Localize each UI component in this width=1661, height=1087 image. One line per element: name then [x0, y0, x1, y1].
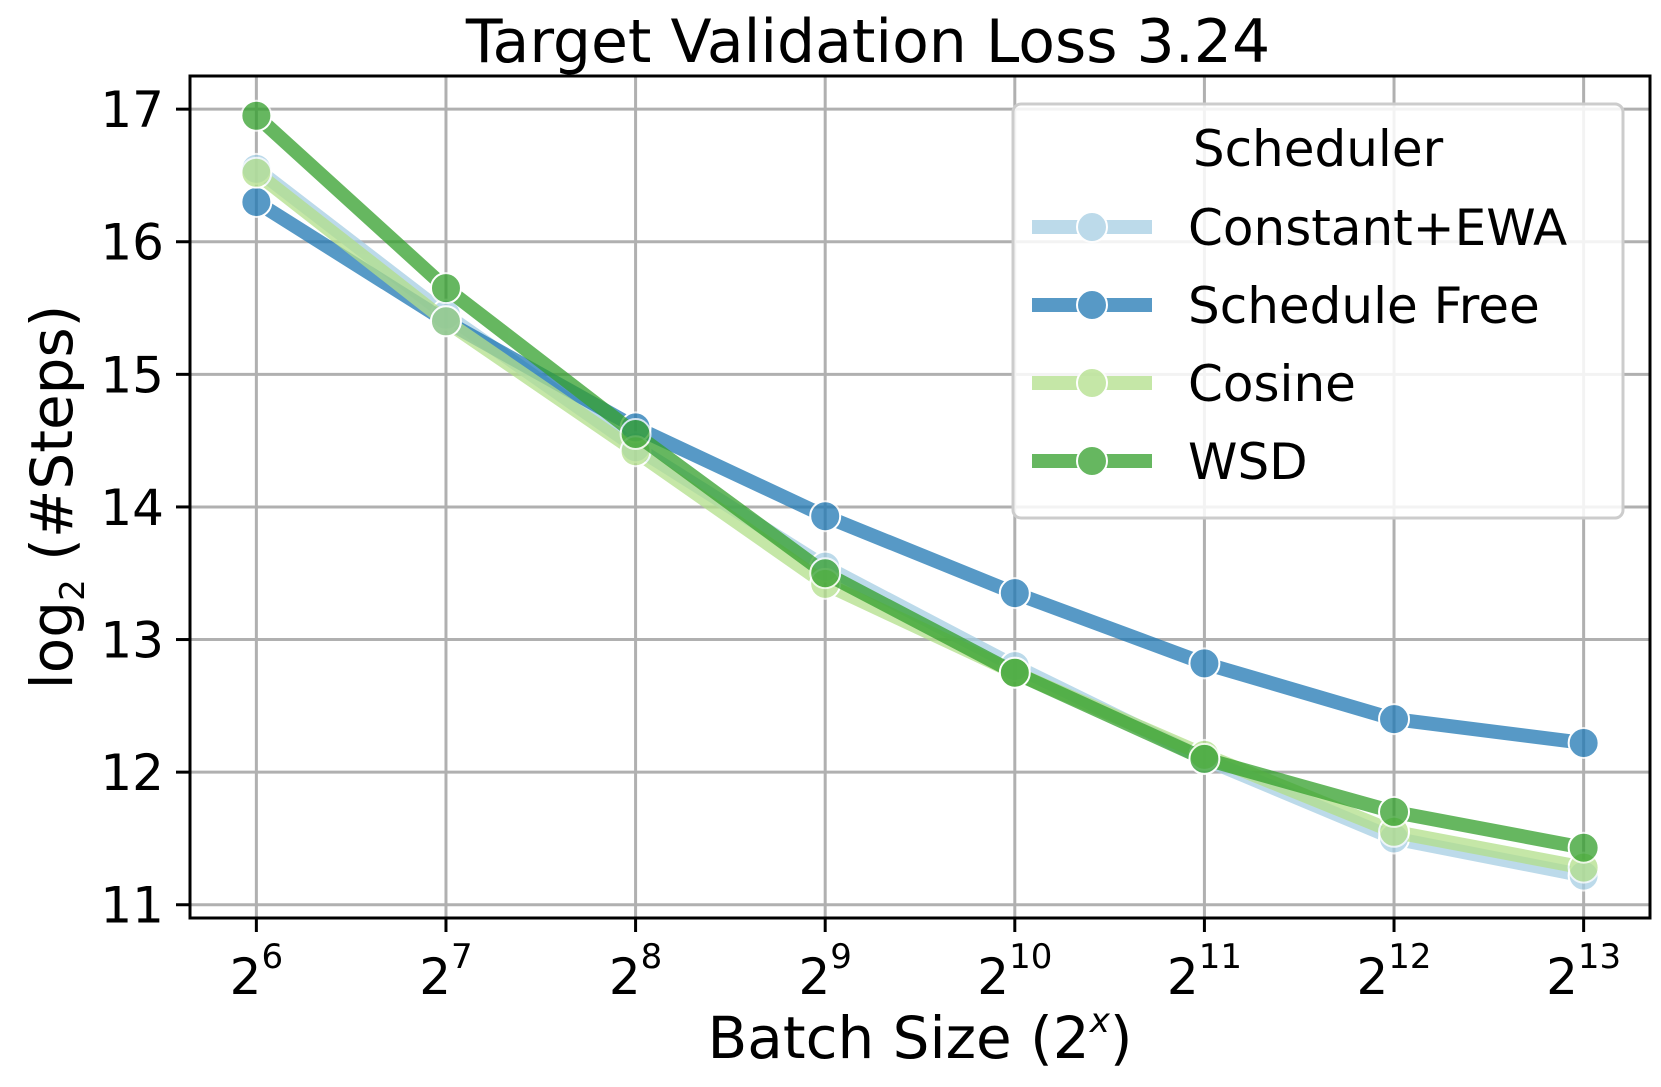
data-point-cosine	[240, 156, 273, 189]
x-tick-exponent: 12	[1388, 937, 1431, 977]
legend-swatch-marker	[1076, 445, 1108, 477]
x-tick-label: 27	[419, 937, 472, 1006]
x-tick-exponent: 7	[451, 937, 473, 977]
x-tick-label: 212	[1356, 937, 1431, 1006]
x-tick-base: 2	[1167, 948, 1199, 1006]
y-tick-label: 14	[100, 479, 164, 537]
x-tick-exponent: 6	[261, 937, 283, 977]
legend-item-cosine: Cosine	[1032, 355, 1356, 413]
x-axis-label-suffix: )	[1110, 1004, 1133, 1072]
legend-swatch-marker	[1076, 289, 1108, 321]
x-tick-base: 2	[977, 948, 1009, 1006]
y-tick-label: 13	[100, 612, 164, 670]
data-point-schedule-free	[998, 577, 1031, 610]
legend-swatch-marker	[1076, 367, 1108, 399]
series-wsd	[240, 99, 1600, 864]
legend-items: Constant+EWA Schedule Free Cosine WSD	[1032, 199, 1567, 491]
x-tick-exponent: 10	[1009, 937, 1052, 977]
data-point-cosine	[429, 305, 462, 338]
data-point-wsd	[1567, 831, 1600, 864]
data-point-wsd	[240, 99, 273, 132]
data-point-wsd	[619, 418, 652, 451]
data-point-wsd	[429, 272, 462, 305]
x-tick-base: 2	[798, 948, 830, 1006]
x-tick-label: 211	[1167, 937, 1242, 1006]
x-tick-label: 26	[230, 937, 283, 1006]
y-axis-label: log2 (#Steps)	[18, 305, 93, 690]
x-tick-exponent: 9	[830, 937, 852, 977]
x-tick-base: 2	[1546, 948, 1578, 1006]
x-tick-exponent: 13	[1578, 937, 1621, 977]
x-tick-label: 210	[977, 937, 1052, 1006]
series-line-wsd	[249, 108, 1591, 855]
legend-item-wsd: WSD	[1032, 433, 1308, 491]
y-tick-label: 11	[100, 877, 164, 935]
y-axis-label-suffix: (#Steps)	[18, 305, 86, 580]
x-tick-exponent: 8	[641, 937, 663, 977]
x-tick-base: 2	[1356, 948, 1388, 1006]
y-tick-label: 12	[100, 744, 164, 802]
chart-title: Target Validation Loss 3.24	[465, 7, 1270, 77]
x-tick-label: 29	[798, 937, 851, 1006]
legend-box	[1011, 102, 1625, 520]
legend-item-schedule-free: Schedule Free	[1032, 277, 1540, 335]
legend-swatch-marker	[1076, 211, 1108, 243]
x-tick-base: 2	[419, 948, 451, 1006]
legend-label-wsd: WSD	[1188, 433, 1308, 491]
data-point-wsd	[998, 656, 1031, 689]
data-point-schedule-free	[1378, 703, 1411, 736]
legend-label-schedule-free: Schedule Free	[1188, 277, 1540, 335]
legend-label-constant-ewa: Constant+EWA	[1188, 199, 1567, 257]
y-tick-label: 15	[100, 346, 164, 404]
x-tick-exponent: 11	[1199, 937, 1242, 977]
data-point-wsd	[1378, 795, 1411, 828]
series-layer	[240, 99, 1600, 892]
legend-swatch-wsd	[1032, 445, 1152, 477]
legend-title: Scheduler	[1193, 120, 1444, 178]
y-tick-label: 16	[100, 214, 164, 272]
legend: Scheduler Constant+EWA Schedule Free Cosin…	[1011, 102, 1625, 520]
x-axis-label: Batch Size (2x)	[708, 1001, 1133, 1072]
y-axis-label-main: log	[18, 601, 86, 689]
legend-swatch-cosine	[1032, 367, 1152, 399]
data-point-schedule-free	[1188, 647, 1221, 680]
y-axis-label-sub: 2	[53, 579, 93, 601]
data-point-wsd	[809, 557, 842, 590]
x-axis-label-main: Batch Size (2	[708, 1004, 1090, 1072]
x-tick-label: 213	[1546, 937, 1621, 1006]
x-tick-base: 2	[230, 948, 262, 1006]
x-tick-base: 2	[609, 948, 641, 1006]
legend-swatch-schedule-free	[1032, 289, 1152, 321]
legend-item-constant-ewa: Constant+EWA	[1032, 199, 1567, 257]
data-point-schedule-free	[240, 185, 273, 218]
legend-swatch-constant-ewa	[1032, 211, 1152, 243]
data-point-wsd	[1188, 742, 1221, 775]
x-tick-label: 28	[609, 937, 662, 1006]
y-tick-label: 17	[100, 81, 164, 139]
x-axis-label-sup: x	[1089, 1001, 1111, 1041]
legend-label-cosine: Cosine	[1188, 355, 1356, 413]
plot-frame	[188, 74, 1652, 920]
data-point-schedule-free	[809, 500, 842, 533]
data-point-schedule-free	[1567, 726, 1600, 759]
